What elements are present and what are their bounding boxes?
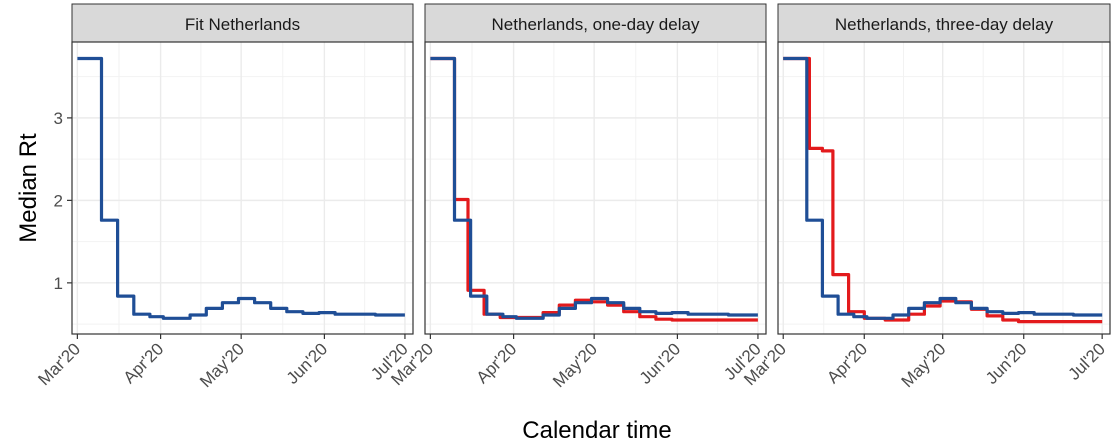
facet-strip-label: Fit Netherlands	[185, 15, 300, 34]
panel-background	[425, 42, 766, 334]
x-axis-title: Calendar time	[522, 417, 671, 444]
facet-strip-label: Netherlands, three-day delay	[835, 15, 1054, 34]
x-tick-label: May'20	[898, 339, 950, 391]
x-tick-label: Mar'20	[34, 339, 84, 389]
x-tick-label: Apr'20	[473, 339, 521, 387]
series-line-red	[783, 56, 1103, 324]
x-tick-label: Jun'20	[636, 339, 684, 387]
panel-border	[777, 41, 1111, 335]
x-tick-label: May'20	[196, 339, 248, 391]
x-tick-label: Apr'20	[120, 339, 168, 387]
y-tick-label: 2	[54, 191, 63, 210]
series-line-blue	[430, 56, 758, 320]
x-tick-label: Jun'20	[982, 339, 1030, 387]
y-axis-title: Median Rt	[15, 133, 42, 243]
x-tick-label: Apr'20	[823, 339, 871, 387]
y-tick-label: 3	[54, 109, 63, 128]
x-tick-label: Jun'20	[283, 339, 331, 387]
facet-strip	[71, 3, 414, 43]
panel-border	[424, 41, 767, 335]
x-tick-label: May'20	[549, 339, 601, 391]
y-tick-label: 1	[54, 274, 63, 293]
x-tick-label: Jul'20	[1065, 339, 1109, 383]
series-line-blue	[77, 56, 405, 320]
panel-border	[71, 41, 414, 335]
facet-strip-label: Netherlands, one-day delay	[492, 15, 700, 34]
series-line-blue	[783, 56, 1103, 320]
panel-background	[778, 42, 1110, 334]
panel-background	[72, 42, 413, 334]
facet-strip	[777, 3, 1111, 43]
